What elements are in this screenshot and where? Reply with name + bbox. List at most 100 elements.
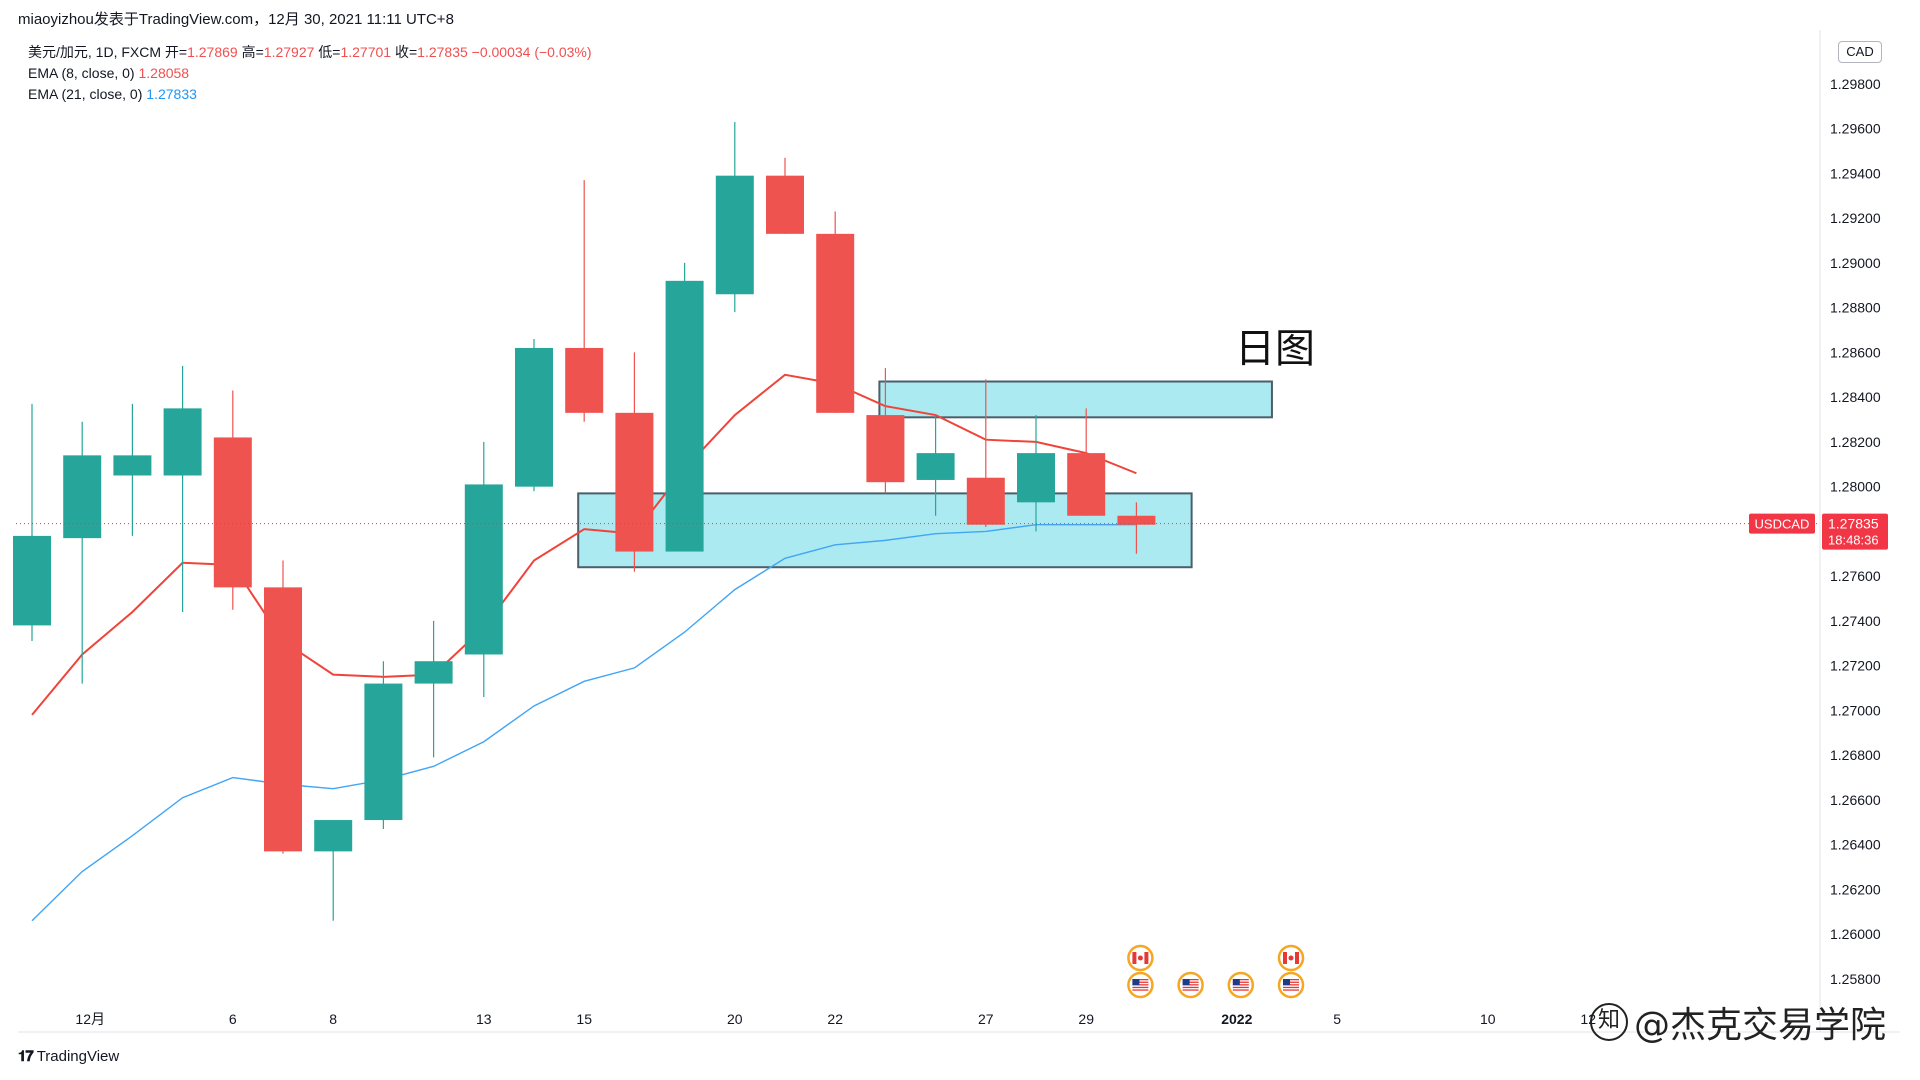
- resistance-zone: [878, 380, 1273, 419]
- legend-ema8-value: 1.28058: [138, 65, 190, 81]
- price-tick-label: 1.27200: [1830, 658, 1881, 674]
- flag-stripe: [1232, 984, 1249, 986]
- candle: [264, 560, 302, 854]
- legend-low-label: 低=: [318, 44, 341, 60]
- legend: 美元/加元, 1D, FXCM 开=1.27869 高=1.27927 低=1.…: [28, 42, 592, 105]
- legend-low: 1.27701: [340, 44, 392, 60]
- candle-body: [1067, 453, 1106, 516]
- time-tick-label: 22: [827, 1011, 843, 1027]
- candles: [13, 121, 1156, 921]
- legend-high: 1.27927: [263, 44, 315, 60]
- time-tick-label: 20: [727, 1011, 743, 1027]
- price-tick-label: 1.29200: [1830, 210, 1881, 226]
- legend-ema8-label: EMA (8, close, 0): [28, 65, 135, 81]
- price-tag-value: 1.27835: [1828, 516, 1879, 532]
- flag-canton: [1232, 979, 1240, 985]
- symbol-tag-bg: [1749, 513, 1815, 534]
- candle: [414, 620, 453, 758]
- price-tag-bg: [1822, 513, 1888, 550]
- time-tick-label: 27: [978, 1011, 994, 1027]
- candle: [1017, 415, 1055, 532]
- candle: [565, 180, 604, 422]
- maple-leaf: [1137, 955, 1143, 961]
- time-tick-label: 15: [576, 1011, 592, 1027]
- candle-body: [113, 455, 152, 476]
- legend-symbol-row[interactable]: 美元/加元, 1D, FXCM 开=1.27869 高=1.27927 低=1.…: [28, 42, 592, 63]
- event-ring: [1227, 971, 1255, 999]
- candle: [364, 661, 403, 830]
- candle: [63, 421, 102, 684]
- zones: [577, 380, 1273, 569]
- price-tick-label: 1.27400: [1830, 613, 1881, 629]
- brand-watermark-text: @杰克交易学院: [1634, 1005, 1887, 1046]
- candle: [213, 390, 252, 610]
- usa-flag-icon: [1127, 971, 1154, 999]
- candle-body: [414, 661, 453, 684]
- price-tick-label: 1.26400: [1830, 837, 1881, 853]
- candle: [1117, 502, 1156, 554]
- price-tick-label: 1.26200: [1830, 881, 1881, 897]
- candle-body: [766, 175, 804, 234]
- candle: [314, 820, 353, 921]
- candle-body: [464, 484, 503, 655]
- candle-body: [1017, 453, 1055, 503]
- candle-body: [816, 233, 855, 413]
- candle-body: [264, 587, 302, 852]
- flag-band: [1132, 952, 1137, 964]
- price-tick-label: 1.28000: [1830, 479, 1881, 495]
- time-tick-label: 5: [1333, 1011, 1341, 1027]
- flag-bg: [1132, 952, 1149, 964]
- flag-canton: [1132, 979, 1140, 985]
- candle-body: [715, 175, 754, 295]
- candle: [916, 415, 955, 516]
- flag-stripe: [1232, 979, 1249, 981]
- candle-body: [515, 347, 553, 487]
- ema8-line: [31, 373, 1137, 716]
- candle: [1067, 408, 1106, 516]
- candle: [766, 157, 804, 234]
- event-ring: [1127, 971, 1154, 999]
- price-tick-label: 1.26000: [1830, 926, 1881, 942]
- legend-close-label: 收=: [394, 44, 418, 60]
- candle-body: [213, 437, 252, 588]
- legend-close: 1.27835: [417, 44, 468, 60]
- flag-canton: [1182, 979, 1190, 985]
- zhihu-icon: 知: [1590, 1003, 1628, 1041]
- candle: [515, 339, 553, 492]
- tradingview-logo[interactable]: 𝟏𝟕 TradingView: [18, 1048, 119, 1065]
- flag-bg: [1283, 952, 1299, 964]
- flag-stripe: [1132, 984, 1149, 986]
- flag-stripe: [1132, 989, 1149, 991]
- price-axis: 1.29800 1.29600 1.29400 1.29200 1.29000 1.288…: [1830, 76, 1881, 987]
- time-tick-label: 8: [329, 1011, 337, 1027]
- economic-events: [1127, 944, 1305, 999]
- time-tick-label: 6: [229, 1011, 237, 1027]
- candle: [13, 403, 51, 642]
- currency-button[interactable]: CAD: [1838, 41, 1882, 63]
- time-tick-label: 29: [1078, 1011, 1094, 1027]
- candle-body: [13, 535, 51, 626]
- price-tag-countdown: 18:48:36: [1828, 533, 1879, 548]
- flag-band: [1295, 952, 1299, 964]
- publish-caption: miaoyizhou发表于TradingView.com，12月 30, 202…: [18, 11, 454, 28]
- legend-ema21-row[interactable]: EMA (21, close, 0) 1.27833: [28, 84, 592, 105]
- candle-body: [565, 347, 604, 413]
- legend-open: 1.27869: [187, 44, 238, 60]
- candle-body: [364, 683, 403, 821]
- candle: [464, 441, 503, 697]
- candle-body: [916, 453, 955, 480]
- flag-stripe: [1182, 984, 1199, 986]
- candle: [615, 352, 654, 572]
- maple-leaf: [1288, 955, 1294, 961]
- candle-body: [63, 455, 102, 539]
- usa-flag-icon: [1177, 971, 1204, 999]
- time-tick-label: 10: [1480, 1011, 1496, 1027]
- candle-body: [163, 408, 202, 476]
- annotation-label: 日图: [1235, 327, 1315, 371]
- candle: [665, 262, 704, 552]
- legend-ema8-row[interactable]: EMA (8, close, 0) 1.28058: [28, 63, 592, 84]
- flag-stripe: [1232, 986, 1249, 989]
- time-axis: 12月 6 8 13 15 20 22 27 29 2022 5 10 12: [75, 1011, 1596, 1027]
- ema21-line: [31, 524, 1137, 922]
